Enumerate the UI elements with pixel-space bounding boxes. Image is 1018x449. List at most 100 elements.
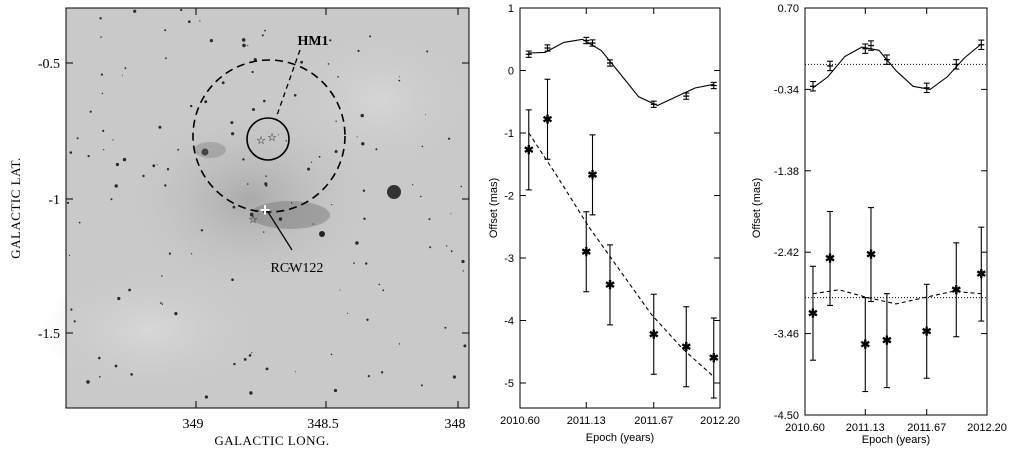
field-star: [231, 132, 235, 136]
field-star: [164, 29, 167, 32]
data-point-star: ✱: [976, 267, 986, 281]
y-tick-label: 0.70: [778, 3, 799, 15]
data-point-star: ✱: [951, 283, 961, 297]
x-axis-title: Epoch (years): [586, 432, 654, 444]
nebula-filament: [194, 142, 226, 158]
field-star: [204, 100, 208, 104]
field-star: [232, 205, 236, 209]
bright-knot: [201, 148, 209, 156]
field-star: [241, 38, 246, 42]
y-tick-label: 0: [508, 66, 514, 78]
field-star: [334, 150, 338, 153]
plot-frame: [804, 7, 988, 416]
field-star: [156, 164, 158, 165]
field-star: [367, 375, 370, 378]
sky-image-panel: ☆ ☆ ☆ HM1 + RCW122 349 348.5 348 -0.5 -1…: [8, 7, 470, 448]
field-star: [158, 125, 162, 129]
field-star: [300, 60, 303, 64]
data-point-star: ✱: [581, 245, 591, 259]
field-star: [355, 241, 359, 245]
field-star: [160, 302, 162, 304]
field-star: [243, 358, 247, 361]
field-star: [337, 76, 339, 78]
field-star: [461, 259, 465, 264]
field-star: [101, 92, 104, 95]
field-star: [242, 158, 245, 161]
hm1-outer-circle: [192, 59, 346, 213]
field-star: [398, 79, 401, 82]
bright-knot: [319, 231, 325, 237]
field-star: [425, 114, 427, 116]
field-star: [166, 168, 170, 171]
star-marker-icon: ☆: [248, 214, 258, 226]
nebula-light-region: [290, 30, 470, 170]
field-star: [68, 254, 71, 256]
field-star: [251, 70, 254, 74]
field-star: [450, 213, 452, 215]
y-axis-title: Offset (mas): [751, 178, 763, 238]
field-star: [122, 74, 123, 76]
field-star: [380, 371, 384, 374]
field-star: [87, 155, 90, 158]
data-point-star: ✱: [524, 143, 534, 157]
sky-x-tick-label: 349: [183, 417, 204, 432]
sky-image-frame: [65, 7, 470, 409]
sky-y-tick-label: -1: [48, 193, 60, 208]
y-tick-label: -4: [504, 316, 514, 328]
field-star: [253, 58, 257, 61]
field-star: [231, 278, 234, 282]
x-axis-title: Epoch (years): [862, 434, 930, 446]
field-star: [180, 8, 183, 12]
field-star: [339, 289, 341, 291]
sky-x-axis-title: GALACTIC LONG.: [214, 433, 329, 448]
field-star: [230, 121, 234, 125]
field-star: [420, 384, 423, 387]
field-star: [249, 391, 253, 395]
field-star: [102, 129, 105, 132]
y-tick-label: 1: [508, 3, 514, 15]
field-star: [168, 252, 171, 255]
field-star: [398, 343, 401, 345]
star-field: [67, 8, 467, 399]
field-star: [463, 344, 467, 348]
field-star: [327, 63, 330, 65]
data-point-star: ✱: [808, 306, 818, 320]
field-star: [265, 367, 269, 371]
field-star: [247, 183, 249, 185]
nebula-light-region: [40, 270, 260, 390]
y-tick-label: -2: [504, 191, 514, 203]
field-star: [115, 162, 119, 167]
field-star: [312, 223, 314, 225]
model-curve: [528, 38, 714, 107]
field-star: [177, 148, 180, 151]
x-tick-label: 2011.67: [907, 422, 946, 434]
field-star: [122, 157, 127, 162]
field-star: [369, 35, 372, 38]
field-star: [265, 184, 268, 187]
sky-y-ticks: [66, 62, 469, 334]
field-star: [86, 380, 90, 384]
chart-1-content: 2010.60 2011.13 2011.67 2012.20 -5 -4 -3 -2 -1 0 1…: [500, 3, 740, 427]
field-star: [445, 245, 448, 247]
field-star: [100, 36, 102, 38]
field-star: [331, 204, 333, 206]
field-star: [316, 43, 318, 46]
field-star: [100, 73, 103, 76]
field-star: [161, 303, 164, 305]
field-star: [209, 39, 213, 43]
data-point-star: ✱: [882, 334, 892, 348]
field-star: [278, 217, 283, 221]
field-star: [142, 174, 145, 178]
model-curve: [528, 132, 715, 378]
field-star: [347, 312, 349, 314]
x-tick-label: 2012.20: [700, 415, 740, 427]
field-star: [426, 50, 429, 53]
field-star: [114, 184, 118, 188]
data-point-star: ✱: [605, 278, 615, 292]
field-star: [288, 267, 291, 270]
field-star: [293, 94, 297, 97]
field-star: [103, 149, 105, 151]
data-point-star: ✱: [709, 351, 719, 365]
field-star: [165, 57, 167, 60]
x-tick-label: 2010.60: [785, 422, 825, 434]
